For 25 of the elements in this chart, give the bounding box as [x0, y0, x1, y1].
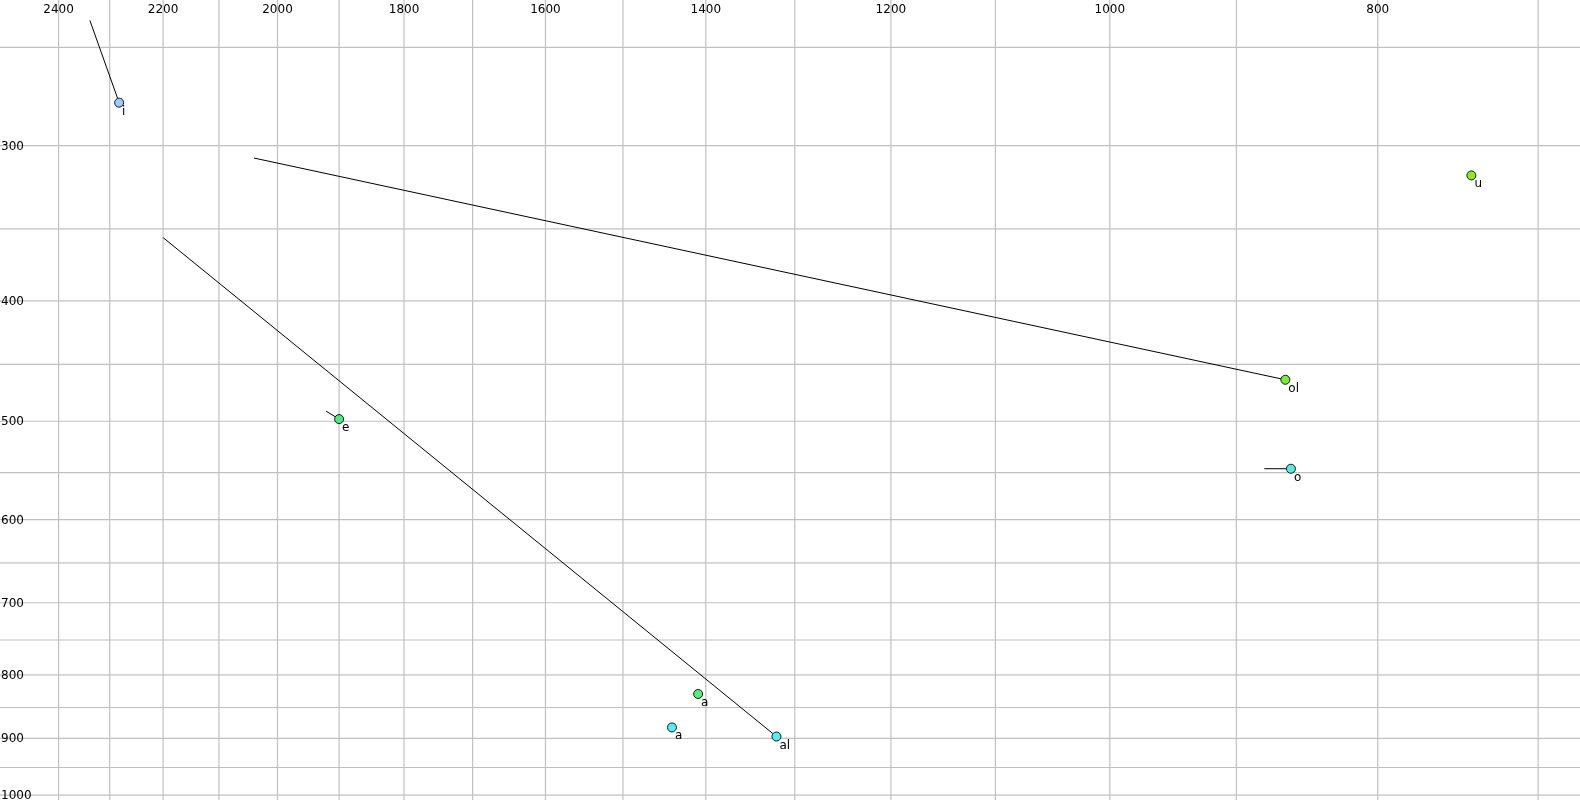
x-tick-label: 1000 [1094, 2, 1126, 16]
y-tick-label: 500 [1, 414, 24, 429]
y-tick-label: 300 [1, 138, 24, 153]
x-tick-label: 1800 [388, 2, 420, 16]
y-tick-label: 800 [1, 667, 24, 682]
y-tick-label: 400 [1, 293, 24, 308]
series-label: u [1474, 176, 1482, 191]
x-tick-label: 1200 [875, 2, 907, 16]
y-tick-label: 600 [1, 512, 24, 527]
series-label: al [779, 737, 791, 752]
series-label: o [1293, 469, 1302, 484]
x-tick-label: 1600 [530, 2, 561, 16]
series-label: a [701, 695, 709, 709]
series-label: a [674, 728, 683, 743]
x-tick-label: 2400 [43, 2, 74, 16]
series-label: ol [1288, 380, 1300, 395]
series-label: i [122, 103, 126, 118]
x-tick-label: 2200 [147, 2, 179, 16]
x-tick-label: 2000 [262, 2, 293, 16]
x-tick-label: 1400 [690, 2, 722, 16]
x-tick-label: 800 [1366, 2, 1390, 16]
y-tick-label: 900 [1, 731, 24, 746]
series-label: e [342, 420, 350, 435]
y-tick-label: 700 [1, 595, 24, 610]
y-tick-label: 1000 [1, 788, 32, 800]
